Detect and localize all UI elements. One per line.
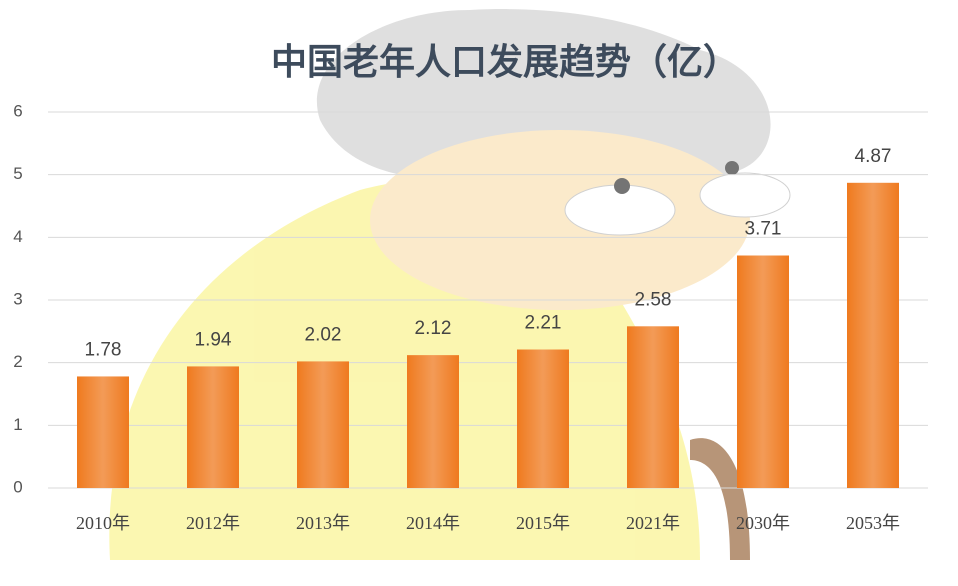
background-illustration [109, 9, 791, 560]
value-label: 4.87 [855, 146, 892, 167]
x-tick-label: 2030年 [736, 513, 790, 533]
value-label: 2.02 [305, 324, 342, 345]
y-tick-label: 3 [13, 289, 22, 308]
value-label: 1.78 [85, 339, 122, 360]
bar-shine [847, 182, 899, 488]
y-tick-label: 4 [13, 227, 22, 246]
x-tick-label: 2013年 [296, 513, 350, 533]
y-tick-label: 5 [13, 164, 22, 183]
cane [690, 438, 750, 560]
value-label: 2.12 [415, 318, 452, 339]
value-label: 2.21 [525, 313, 562, 334]
bar-shine [297, 361, 349, 488]
bar-shine [737, 255, 789, 488]
x-tick-label: 2053年 [846, 513, 900, 533]
bar-shine [187, 366, 239, 488]
value-label: 1.94 [195, 329, 232, 350]
bar-shine [627, 326, 679, 488]
y-tick-label: 2 [13, 352, 22, 371]
bar-shine [517, 349, 569, 488]
x-tick-label: 2021年 [626, 513, 680, 533]
eye [725, 161, 739, 175]
bar-shine [407, 355, 459, 488]
chart-title: 中国老年人口发展趋势（亿） [271, 42, 739, 83]
y-tick-label: 6 [13, 101, 22, 120]
y-tick-label: 1 [13, 415, 22, 434]
x-tick-label: 2015年 [516, 513, 570, 533]
y-tick-label: 0 [13, 477, 22, 496]
bar-shine [77, 376, 129, 488]
value-label: 3.71 [745, 219, 782, 240]
glasses [699, 172, 791, 218]
value-label: 2.58 [635, 289, 672, 310]
x-tick-label: 2010年 [76, 513, 130, 533]
x-tick-label: 2012年 [186, 513, 240, 533]
face-shape [370, 130, 750, 310]
x-tick-label: 2014年 [406, 513, 460, 533]
hair-shape [316, 9, 771, 180]
eye [614, 178, 630, 194]
